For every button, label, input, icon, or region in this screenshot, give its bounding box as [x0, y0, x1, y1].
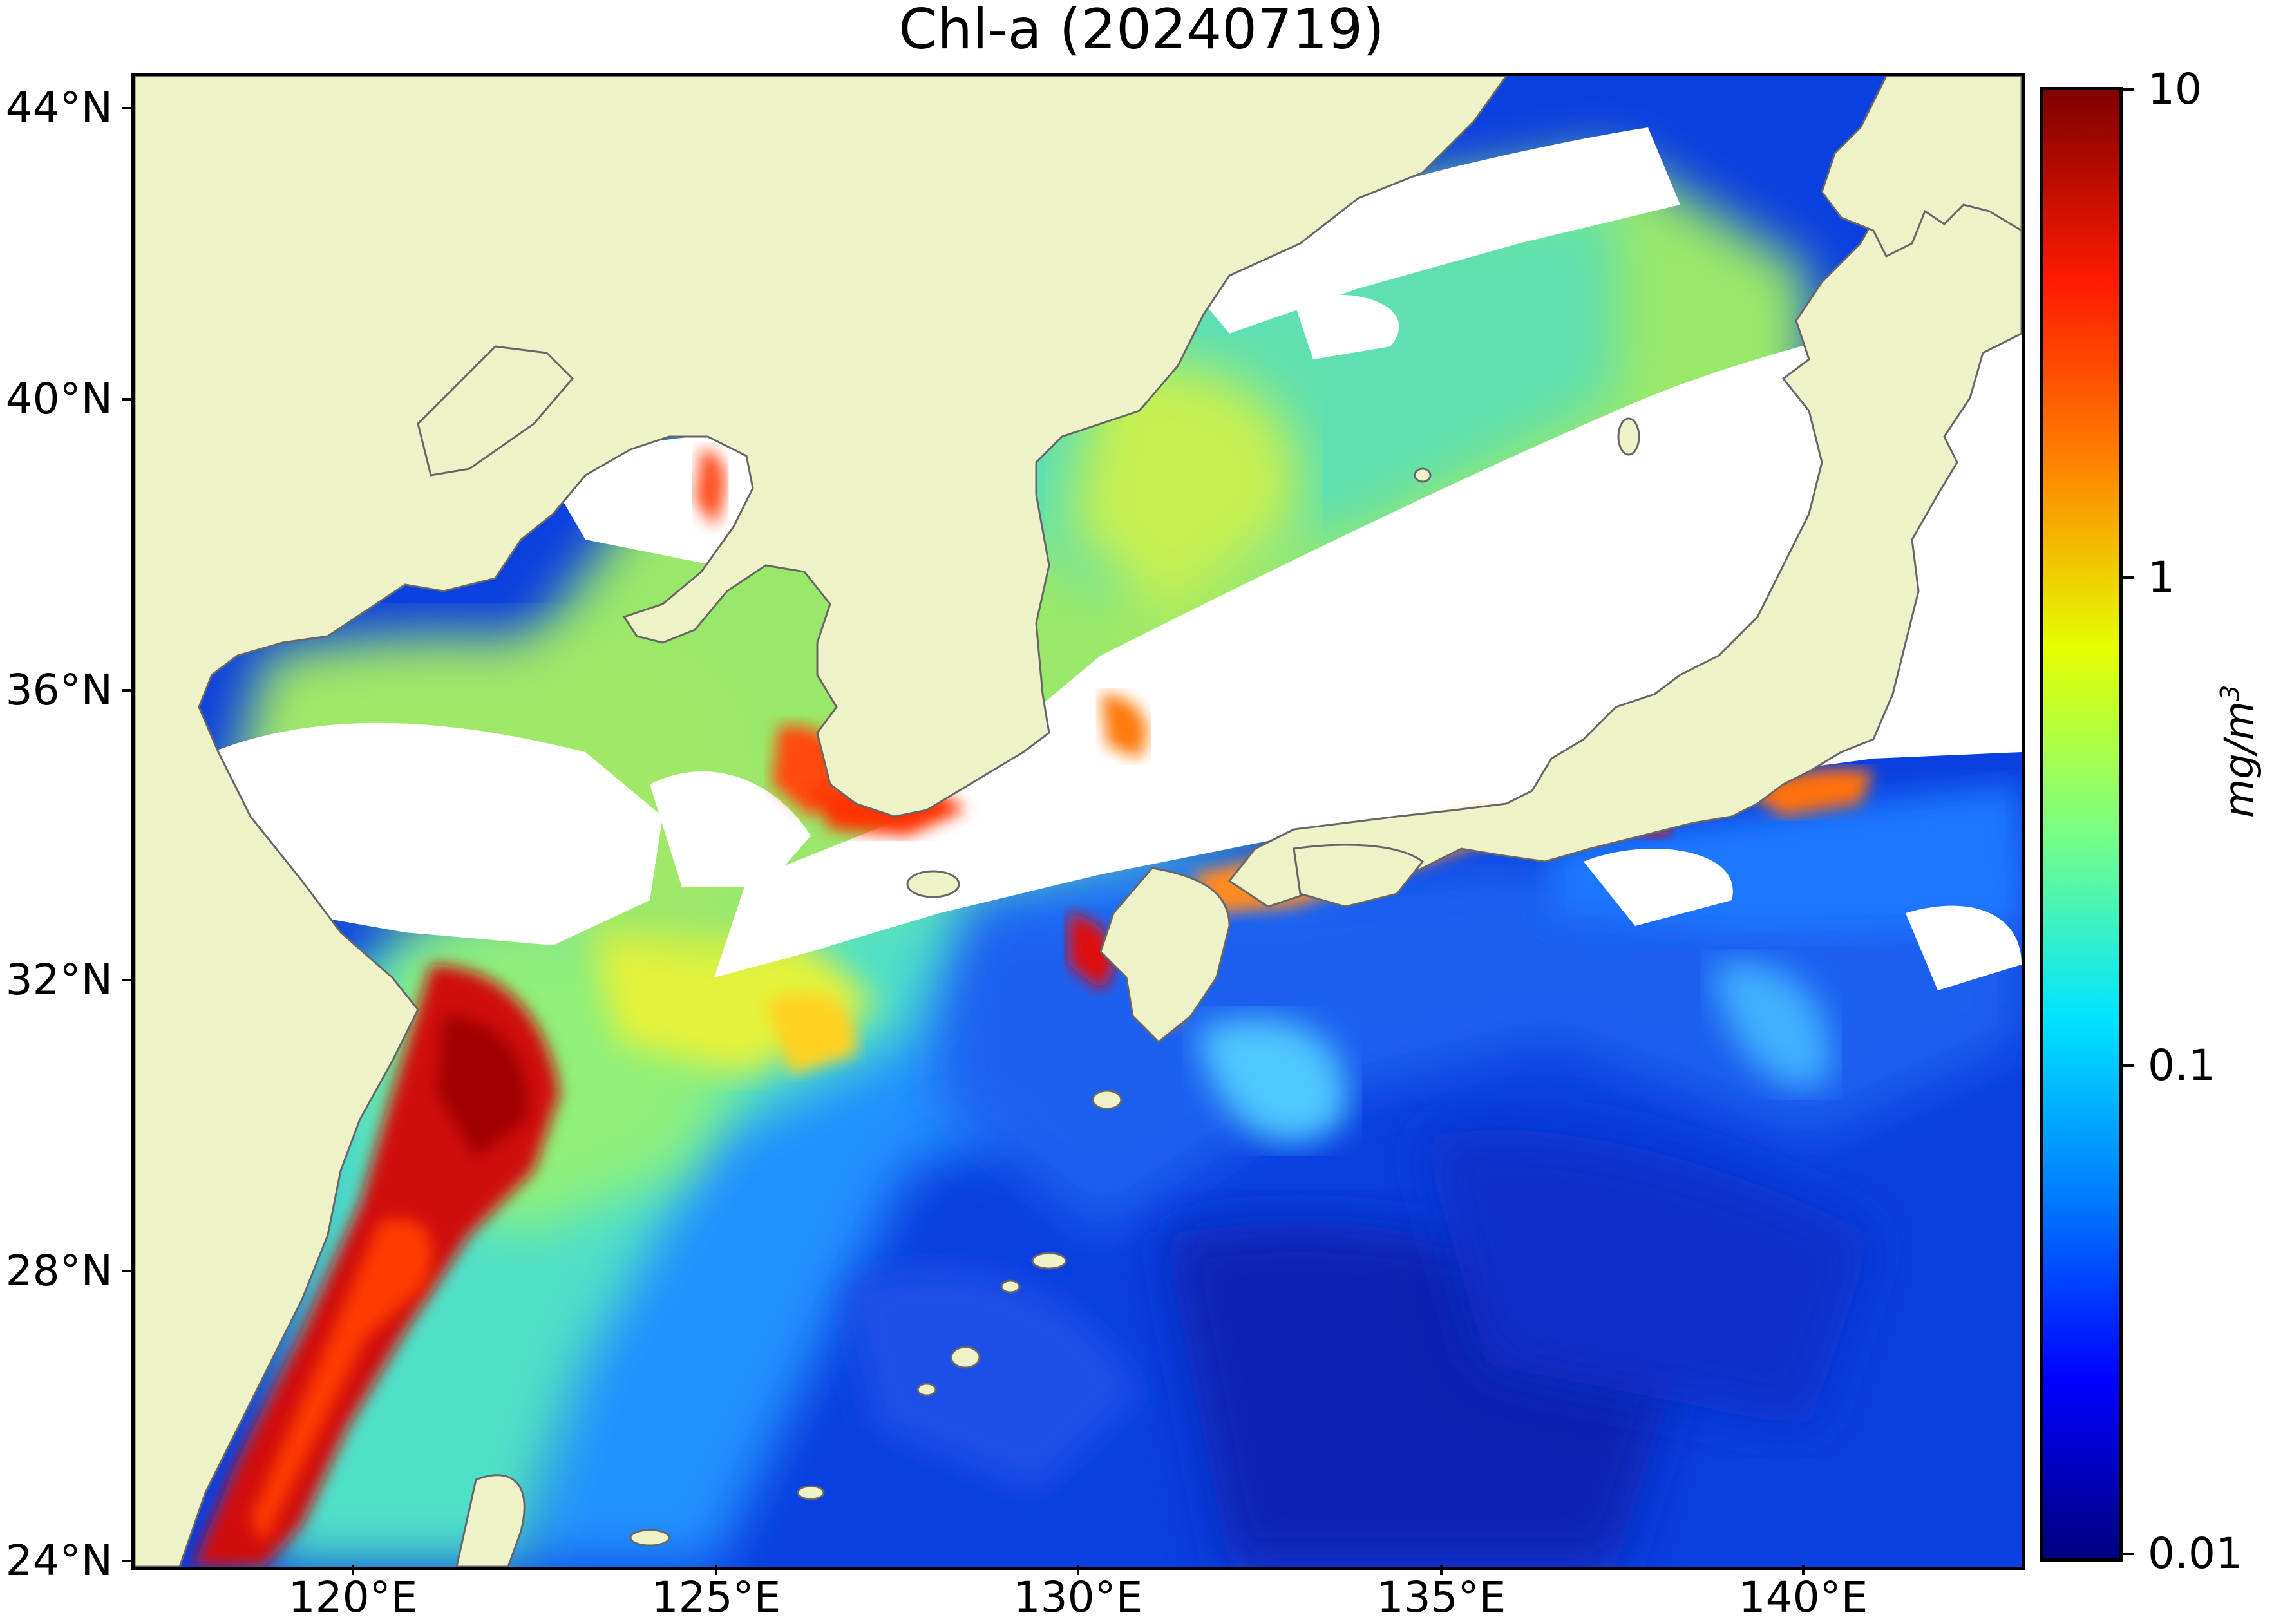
lon-tick-120	[352, 1565, 354, 1575]
cloud-no-data-areas	[212, 127, 2022, 990]
colorbar-label-0-01: 0.01	[2148, 1529, 2242, 1578]
lat-label-28n: 28°N	[5, 1246, 113, 1296]
lat-label-44n: 44°N	[5, 83, 113, 133]
chlorophyll-map	[135, 76, 2022, 1567]
colorbar-label-0-1: 0.1	[2148, 1041, 2215, 1090]
lon-tick-125	[715, 1565, 717, 1575]
colorbar-unit-label: mg/m3	[2215, 685, 2262, 818]
colorbar	[2040, 87, 2123, 1562]
lat-tick-28	[122, 1270, 133, 1272]
lon-tick-135	[1440, 1565, 1443, 1575]
lat-tick-44	[122, 107, 133, 109]
cbar-tick-10	[2119, 88, 2134, 91]
lon-label-130e: 130°E	[1013, 1572, 1143, 1622]
lat-label-40n: 40°N	[5, 374, 113, 424]
lat-label-36n: 36°N	[5, 665, 113, 715]
cbar-tick-0-1	[2119, 1064, 2134, 1067]
lon-tick-140	[1802, 1565, 1805, 1575]
lat-tick-36	[122, 689, 133, 692]
cbar-tick-0-01	[2119, 1553, 2134, 1555]
lon-label-120e: 120°E	[288, 1572, 418, 1622]
colorbar-label-10: 10	[2148, 64, 2202, 114]
lat-label-32n: 32°N	[5, 955, 113, 1005]
lon-label-135e: 135°E	[1376, 1572, 1506, 1622]
lat-tick-32	[122, 979, 133, 981]
lon-label-140e: 140°E	[1738, 1572, 1868, 1622]
lon-tick-130	[1077, 1565, 1079, 1575]
lat-tick-24	[122, 1560, 133, 1562]
map-panel	[131, 73, 2025, 1570]
lat-label-24n: 24°N	[5, 1536, 113, 1585]
cbar-tick-1	[2119, 576, 2134, 579]
lat-tick-40	[122, 398, 133, 401]
colorbar-label-1: 1	[2148, 552, 2175, 602]
lon-label-125e: 125°E	[651, 1572, 781, 1622]
map-title: Chl-a (20240719)	[898, 0, 1385, 62]
land-masses	[135, 76, 2022, 1567]
